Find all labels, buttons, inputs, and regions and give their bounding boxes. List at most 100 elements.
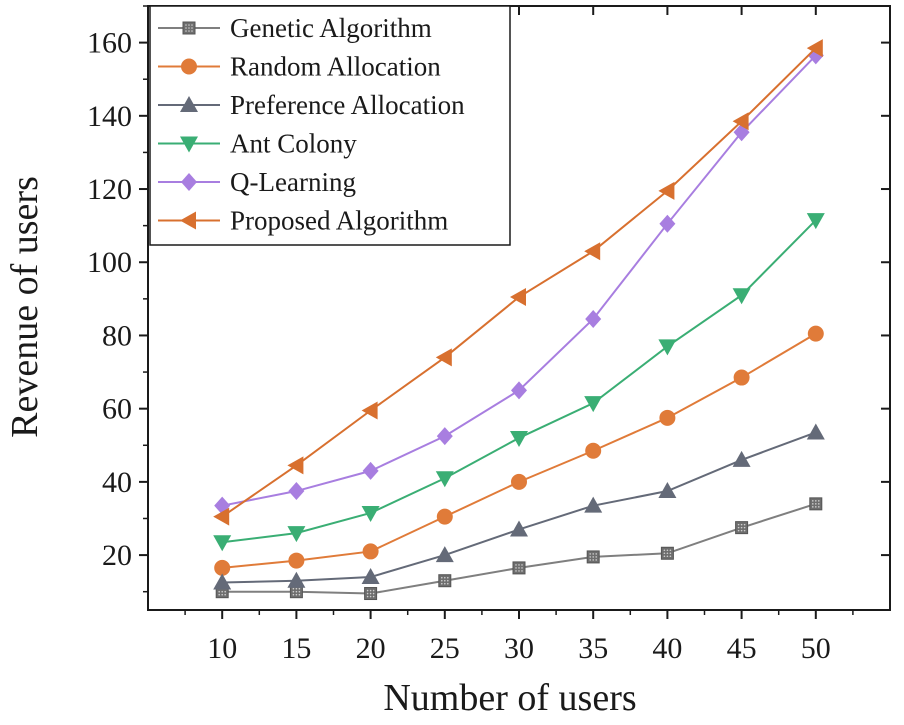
- point-dot: [515, 567, 517, 569]
- series-group: [213, 39, 825, 601]
- data-point: [660, 546, 674, 560]
- data-point: [436, 508, 453, 525]
- point-dot: [224, 590, 226, 593]
- point-dot: [812, 503, 814, 505]
- point-dot: [292, 587, 295, 590]
- point-dot: [595, 556, 597, 558]
- legend-item: Random Allocation: [158, 52, 441, 82]
- series-line: [222, 219, 817, 544]
- legend-label: Ant Colony: [230, 129, 357, 159]
- axes: 10 15 20 25 30 35 40 45 50 20 40 60 80 100 120 140 160: [87, 5, 891, 665]
- point-dot: [188, 30, 190, 32]
- point-dot: [743, 523, 746, 526]
- data-point: [585, 442, 602, 459]
- point-dot: [444, 582, 446, 585]
- point-dot: [188, 24, 190, 26]
- series-preference-allocation: [213, 423, 825, 590]
- point-dot: [441, 582, 443, 585]
- data-point: [288, 482, 305, 501]
- point-dot: [592, 559, 594, 561]
- legend: Genetic Algorithm Random Allocation Prefer…: [149, 5, 511, 246]
- x-axis-title: Number of users: [383, 677, 636, 719]
- point-dot: [743, 526, 746, 529]
- y-axis-title: Revenue of users: [4, 176, 46, 438]
- data-point: [213, 507, 230, 526]
- legend-label: Preference Allocation: [230, 90, 465, 120]
- point-dot: [740, 523, 743, 526]
- point-dot: [818, 506, 820, 508]
- data-point: [435, 546, 454, 563]
- point-dot: [666, 549, 669, 552]
- data-point: [510, 288, 526, 307]
- data-point: [181, 58, 197, 75]
- data-point: [287, 526, 306, 543]
- x-tick-label: 35: [578, 632, 608, 665]
- point-dot: [595, 559, 597, 561]
- data-point: [435, 471, 454, 488]
- point-dot: [441, 579, 443, 582]
- legend-label: Genetic Algorithm: [230, 13, 432, 43]
- point-dot: [737, 526, 740, 529]
- data-point: [287, 571, 306, 588]
- point-dot: [737, 523, 740, 526]
- point-dot: [295, 587, 298, 590]
- data-point: [733, 369, 750, 386]
- x-tick-label: 40: [652, 632, 682, 665]
- point-dot: [292, 590, 295, 593]
- point-dot: [372, 589, 375, 592]
- point-dot: [815, 506, 817, 508]
- data-point: [586, 550, 600, 564]
- point-dot: [740, 526, 743, 529]
- y-tick-label: 80: [102, 319, 132, 352]
- data-point: [213, 573, 232, 590]
- point-dot: [818, 503, 820, 505]
- point-dot: [518, 570, 520, 572]
- legend-label: Q-Learning: [230, 167, 356, 197]
- y-tick-label: 140: [87, 100, 132, 133]
- point-dot: [295, 593, 298, 596]
- x-tick-label: 30: [504, 632, 534, 665]
- data-point: [585, 309, 602, 328]
- series-genetic-algorithm: [215, 497, 823, 601]
- point-dot: [447, 582, 449, 585]
- y-tick-label: 20: [102, 539, 132, 572]
- data-point: [658, 339, 677, 356]
- legend-label: Proposed Algorithm: [230, 206, 448, 236]
- point-dot: [663, 555, 666, 558]
- data-point: [287, 456, 304, 475]
- point-dot: [369, 595, 372, 598]
- y-tick-label: 40: [102, 466, 132, 499]
- data-point: [364, 587, 378, 601]
- legend-item: Preference Allocation: [158, 90, 465, 120]
- x-tick-label: 15: [281, 632, 311, 665]
- data-point: [182, 21, 196, 35]
- point-dot: [292, 593, 295, 596]
- y-tick-label: 160: [87, 27, 132, 60]
- point-dot: [218, 593, 220, 596]
- point-dot: [366, 595, 369, 598]
- x-tick-label: 10: [207, 632, 237, 665]
- point-dot: [818, 500, 820, 502]
- point-dot: [666, 552, 669, 555]
- data-point: [806, 39, 823, 58]
- data-point: [510, 430, 528, 447]
- point-dot: [669, 552, 672, 555]
- point-dot: [669, 555, 672, 558]
- data-point: [511, 473, 527, 490]
- data-point: [735, 521, 749, 535]
- point-dot: [221, 593, 223, 596]
- point-dot: [369, 592, 372, 595]
- point-dot: [663, 552, 666, 555]
- point-dot: [740, 529, 743, 532]
- data-point: [180, 96, 198, 112]
- point-dot: [589, 553, 591, 555]
- point-dot: [815, 500, 817, 502]
- point-dot: [369, 589, 372, 592]
- point-dot: [743, 529, 746, 532]
- point-dot: [295, 590, 298, 593]
- point-dot: [666, 555, 669, 558]
- data-point: [806, 423, 825, 440]
- point-dot: [518, 564, 520, 566]
- data-point: [438, 574, 452, 588]
